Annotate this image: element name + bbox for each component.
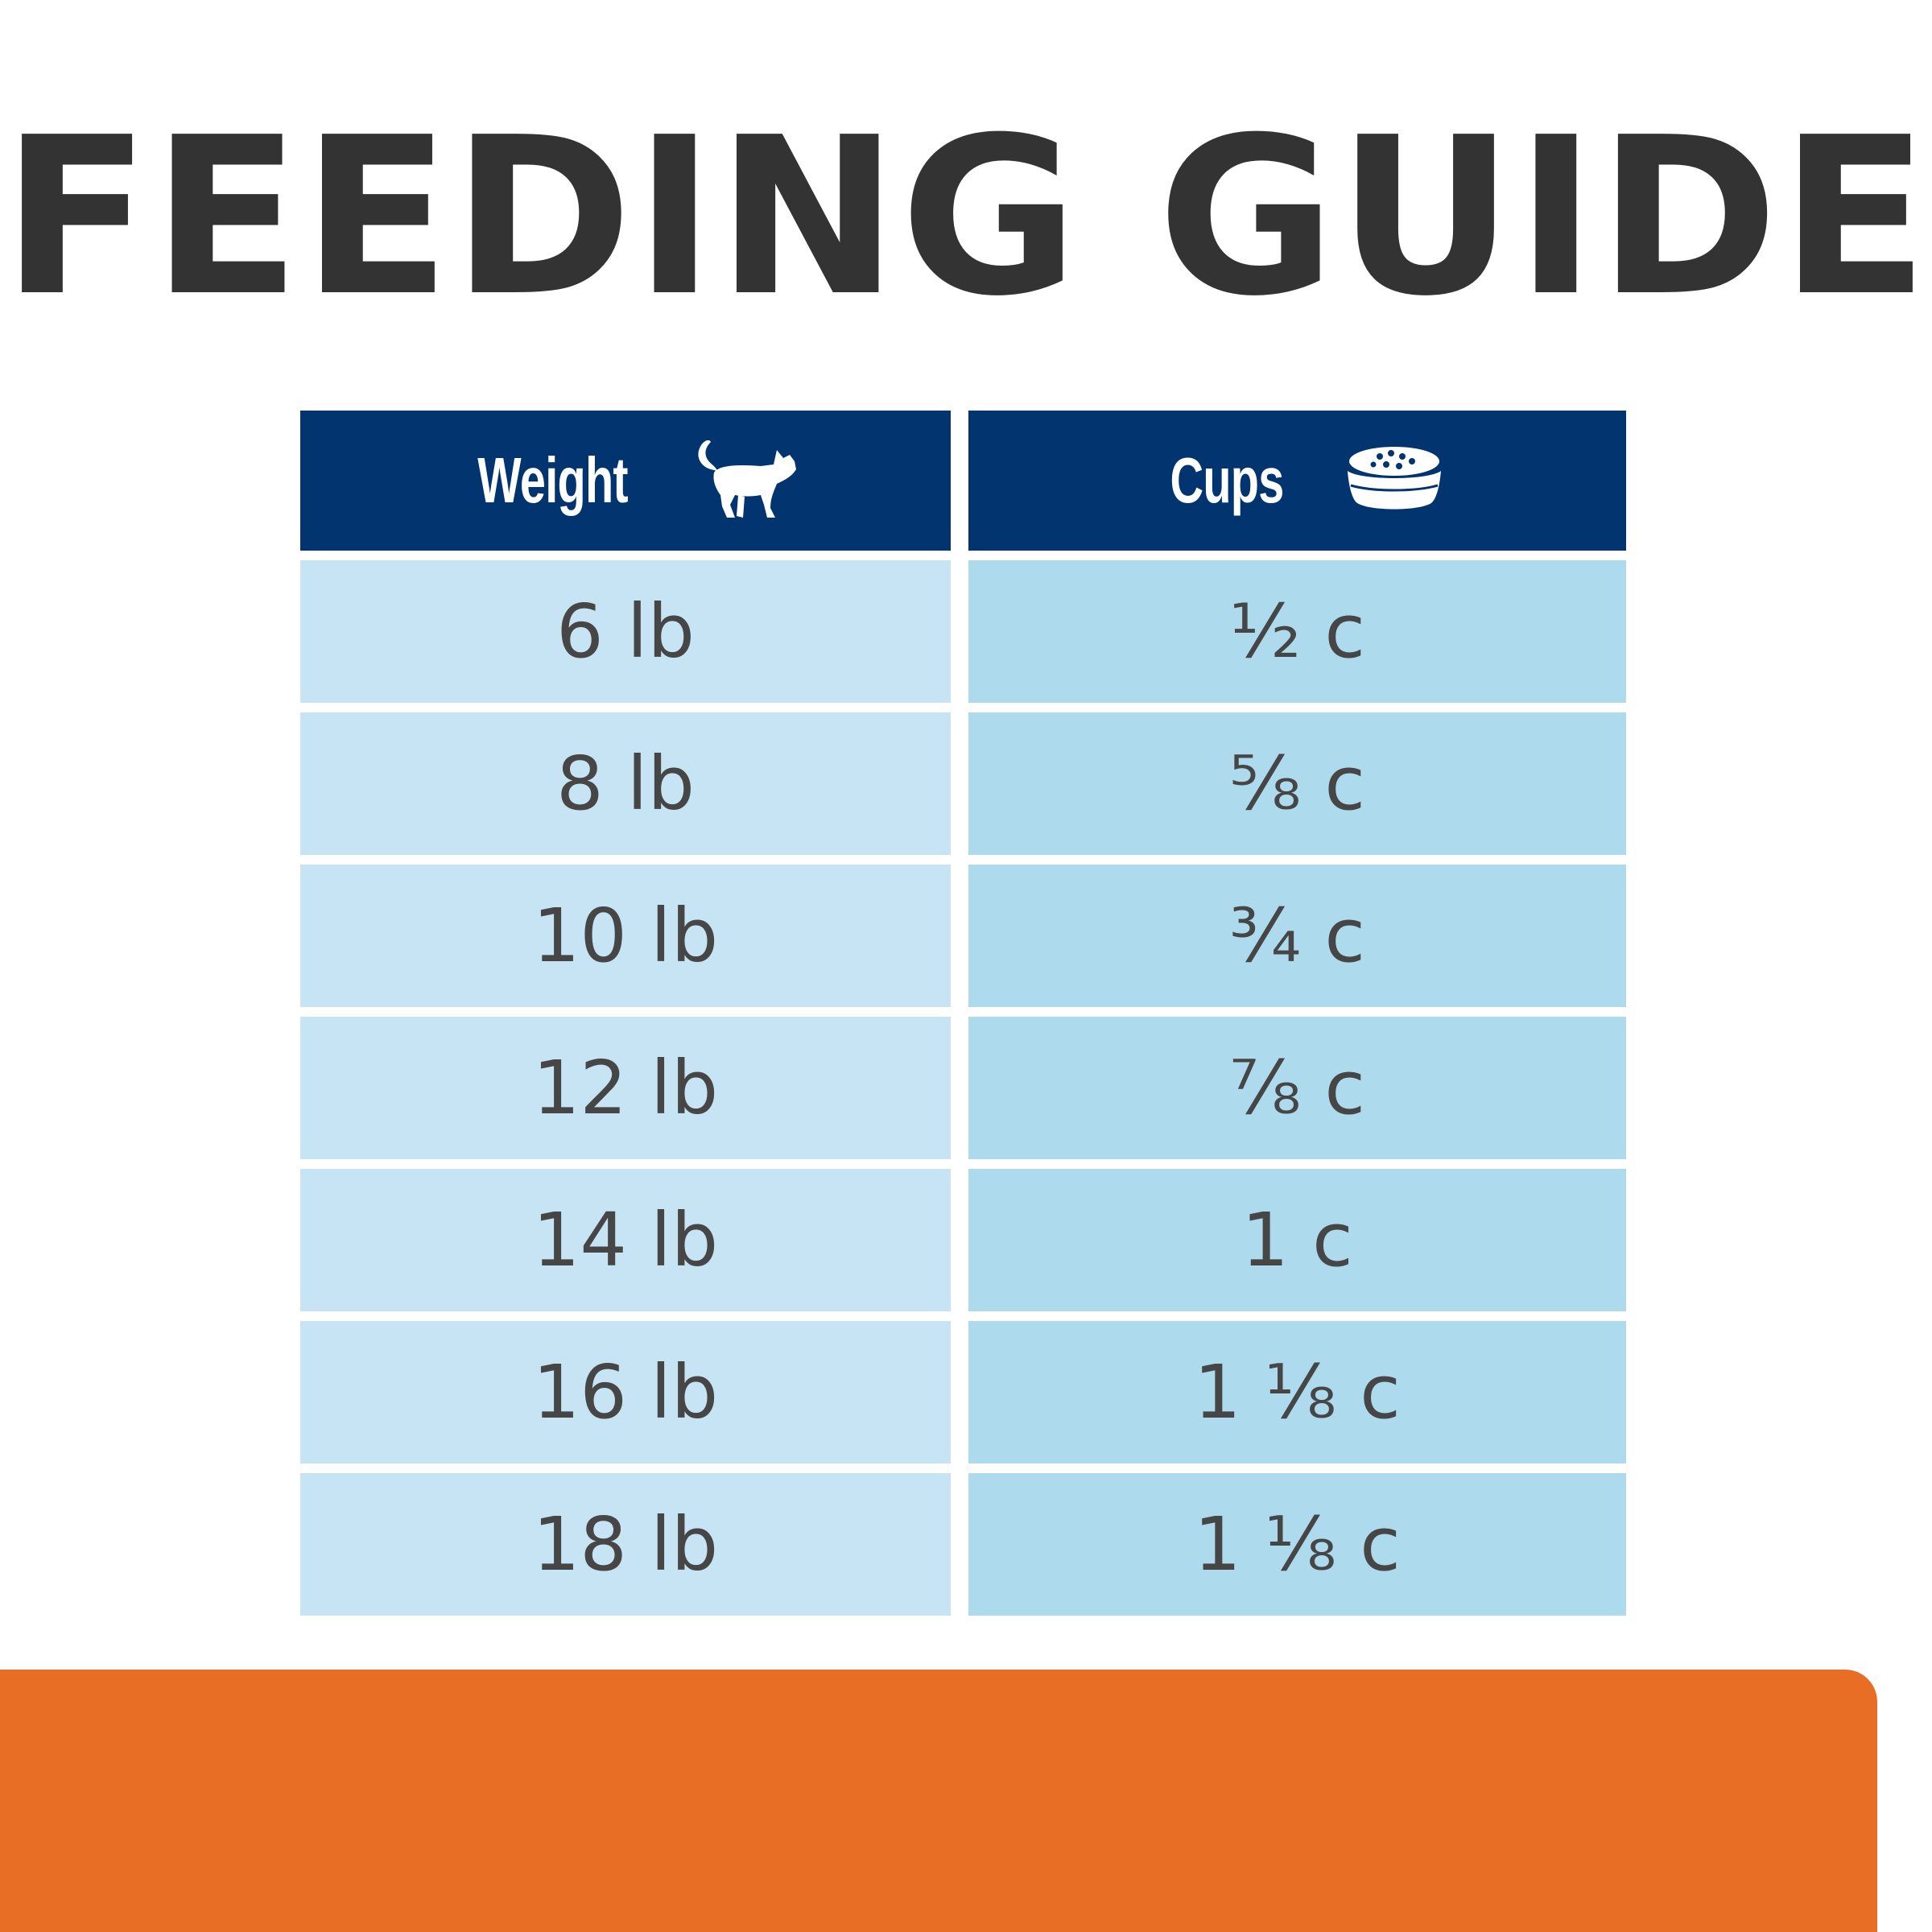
weight-cell: 14 lb [300,1169,951,1311]
weight-header-cell: Weight [300,411,951,551]
weight-cell: 8 lb [300,712,951,855]
weight-cell: 16 lb [300,1321,951,1463]
cups-header-label: Cups [1169,444,1284,516]
weight-header-label: Weight [477,444,629,516]
table-header-row: Weight Cups [300,411,1626,551]
table-row: 16 lb 1 ⅛ c [300,1311,1626,1463]
cups-header-cell: Cups [968,411,1626,551]
cups-cell: ⅝ c [968,712,1626,855]
table-row: 8 lb ⅝ c [300,703,1626,855]
cups-cell: ½ c [968,560,1626,703]
cups-cell: 1 c [968,1169,1626,1311]
weight-cell: 12 lb [300,1017,951,1159]
weight-cell: 10 lb [300,865,951,1007]
weight-cell: 18 lb [300,1473,951,1616]
cups-cell: 1 ⅛ c [968,1473,1626,1616]
food-bowl-icon [1341,440,1447,521]
cups-cell: ⅞ c [968,1017,1626,1159]
cups-cell: ¾ c [968,865,1626,1007]
table-row: 12 lb ⅞ c [300,1007,1626,1159]
table-row: 6 lb ½ c [300,551,1626,703]
table-row: 18 lb 1 ⅛ c [300,1463,1626,1616]
cups-cell: 1 ⅛ c [968,1321,1626,1463]
feeding-table: Weight Cups [300,411,1626,1616]
cat-icon [693,437,803,524]
table-row: 10 lb ¾ c [300,855,1626,1007]
table-row: 14 lb 1 c [300,1159,1626,1311]
page-title: FEEDING GUIDE [2,90,1930,344]
weight-cell: 6 lb [300,560,951,703]
orange-footer-band [0,1670,1877,1932]
